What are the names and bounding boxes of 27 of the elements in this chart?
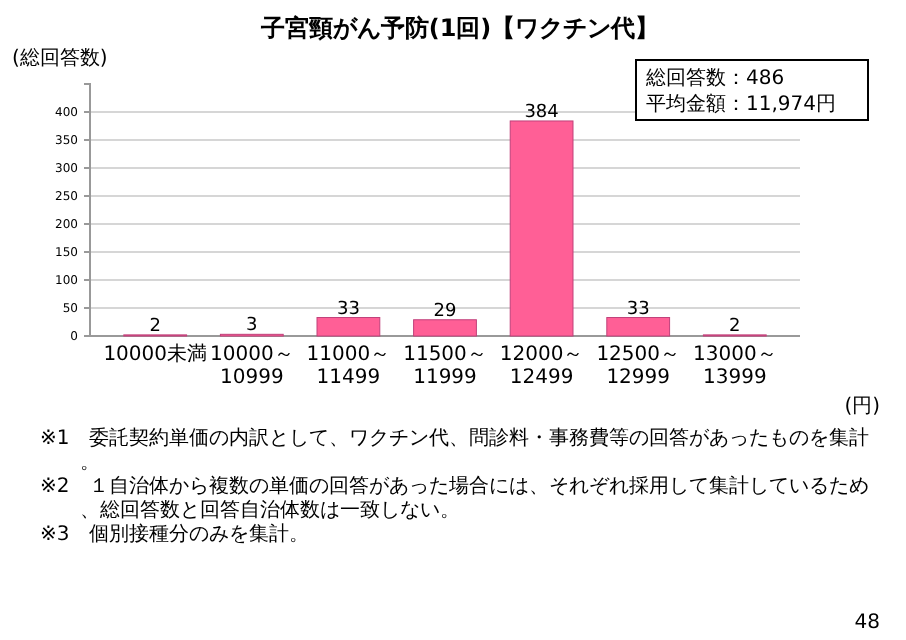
text: ※2 １自治体から複数の単価の回答があった場合には、それぞれ採用して集計しているため、総回答数と回答自治体数は一致しない。	[40, 474, 870, 522]
annotation: 平均金額：11,974円	[646, 92, 836, 116]
data-label: 29	[433, 301, 457, 322]
text: 48	[854, 612, 880, 634]
text: ※3 個別接種分のみを集計。	[40, 522, 310, 546]
x-tick-label: 10000～10999	[209, 344, 294, 389]
text: ※1 委託契約単価の内訳として、ワクチン代、問診料・事務費等の回答があったものを集計。	[40, 426, 870, 474]
data-label: 3	[246, 316, 258, 337]
data-label: 33	[626, 299, 650, 320]
annotation: 総回答数：486	[644, 66, 785, 90]
x-tick-label: 11500～11999	[403, 344, 487, 389]
x-axis-title: (円)	[844, 396, 881, 418]
chart-title: 子宮頸がん予防(1回)【ワクチン代】	[258, 14, 660, 42]
bar	[316, 317, 381, 337]
data-label: 384	[524, 102, 560, 123]
x-tick-label: 10000未満	[103, 342, 208, 366]
data-label: 2	[149, 316, 161, 337]
y-axis-title: (総回答数)	[12, 46, 108, 70]
data-label: 33	[336, 299, 360, 320]
x-tick-label: 12500～12999	[596, 344, 681, 389]
bar	[413, 319, 477, 337]
data-label: 2	[729, 316, 741, 337]
x-tick-label: 12000～12499	[499, 344, 584, 389]
bar	[509, 120, 574, 337]
x-tick-label: 11000～11499	[306, 344, 391, 389]
x-tick-label: 13000～13999	[692, 344, 777, 389]
bar	[606, 317, 671, 337]
